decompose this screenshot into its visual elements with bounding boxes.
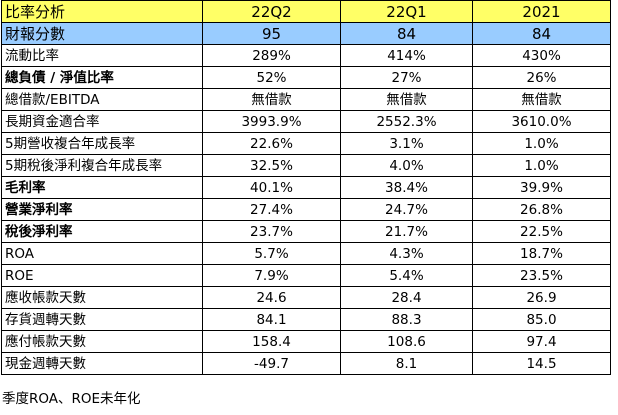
row-label: 營業淨利率 <box>1 198 203 221</box>
table-row: ROE 7.9% 5.4% 23.5% <box>1 264 611 287</box>
row-value: 39.9% <box>472 176 611 199</box>
row-value: 無借款 <box>472 88 611 111</box>
row-value: 108.6 <box>340 330 473 353</box>
row-value: 4.3% <box>340 242 473 265</box>
row-value: 85.0 <box>472 308 611 331</box>
table-row: 5期稅後淨利複合年成長率 32.5% 4.0% 1.0% <box>1 154 611 177</box>
row-value: 23.7% <box>202 220 341 243</box>
row-label: 財報分數 <box>1 22 203 45</box>
row-value: 27% <box>340 66 473 89</box>
header-label: 比率分析 <box>1 0 203 23</box>
row-value: 158.4 <box>202 330 341 353</box>
row-label: 總借款/EBITDA <box>1 88 203 111</box>
table-header-row: 比率分析 22Q2 22Q1 2021 <box>1 0 611 23</box>
header-col-2021: 2021 <box>472 0 611 23</box>
row-label: 應付帳款天數 <box>1 330 203 353</box>
table-row: 營業淨利率 27.4% 24.7% 26.8% <box>1 198 611 221</box>
row-value: 4.0% <box>340 154 473 177</box>
header-col-22q1: 22Q1 <box>340 0 473 23</box>
row-value: 95 <box>202 22 341 45</box>
row-value: 27.4% <box>202 198 341 221</box>
table-row: 毛利率 40.1% 38.4% 39.9% <box>1 176 611 199</box>
row-label: 長期資金適合率 <box>1 110 203 133</box>
row-value: 3.1% <box>340 132 473 155</box>
table-row: 流動比率 289% 414% 430% <box>1 44 611 67</box>
row-label: 現金週轉天數 <box>1 352 203 375</box>
row-label: 總負債 / 淨值比率 <box>1 66 203 89</box>
row-label: 稅後淨利率 <box>1 220 203 243</box>
row-value: 84 <box>472 22 611 45</box>
row-value: 97.4 <box>472 330 611 353</box>
row-value: 5.7% <box>202 242 341 265</box>
row-value: -49.7 <box>202 352 341 375</box>
row-value: 52% <box>202 66 341 89</box>
row-value: 7.9% <box>202 264 341 287</box>
table-row: ROA 5.7% 4.3% 18.7% <box>1 242 611 265</box>
row-value: 28.4 <box>340 286 473 309</box>
row-label: ROA <box>1 242 203 265</box>
row-value: 無借款 <box>202 88 341 111</box>
row-value: 1.0% <box>472 154 611 177</box>
row-value: 84.1 <box>202 308 341 331</box>
row-value: 18.7% <box>472 242 611 265</box>
row-value: 3993.9% <box>202 110 341 133</box>
row-value: 23.5% <box>472 264 611 287</box>
row-value: 26% <box>472 66 611 89</box>
row-value: 21.7% <box>340 220 473 243</box>
row-value: 289% <box>202 44 341 67</box>
row-value: 22.6% <box>202 132 341 155</box>
row-value: 8.1 <box>340 352 473 375</box>
row-label: 5期營收複合年成長率 <box>1 132 203 155</box>
row-value: 3610.0% <box>472 110 611 133</box>
row-value: 38.4% <box>340 176 473 199</box>
row-value: 24.7% <box>340 198 473 221</box>
row-value: 40.1% <box>202 176 341 199</box>
row-label: 存貨週轉天數 <box>1 308 203 331</box>
row-value: 430% <box>472 44 611 67</box>
row-value: 84 <box>340 22 473 45</box>
table-row: 現金週轉天數 -49.7 8.1 14.5 <box>1 352 611 375</box>
row-value: 26.9 <box>472 286 611 309</box>
table-row: 5期營收複合年成長率 22.6% 3.1% 1.0% <box>1 132 611 155</box>
row-value: 22.5% <box>472 220 611 243</box>
row-value: 14.5 <box>472 352 611 375</box>
row-value: 26.8% <box>472 198 611 221</box>
table-row: 稅後淨利率 23.7% 21.7% 22.5% <box>1 220 611 243</box>
row-value: 32.5% <box>202 154 341 177</box>
table-row: 應付帳款天數 158.4 108.6 97.4 <box>1 330 611 353</box>
table-row: 總借款/EBITDA 無借款 無借款 無借款 <box>1 88 611 111</box>
row-value: 無借款 <box>340 88 473 111</box>
row-value: 24.6 <box>202 286 341 309</box>
table-row: 存貨週轉天數 84.1 88.3 85.0 <box>1 308 611 331</box>
table-row: 總負債 / 淨值比率 52% 27% 26% <box>1 66 611 89</box>
row-label: 流動比率 <box>1 44 203 67</box>
row-label: 5期稅後淨利複合年成長率 <box>1 154 203 177</box>
row-value: 88.3 <box>340 308 473 331</box>
header-col-22q2: 22Q2 <box>202 0 341 23</box>
row-value: 2552.3% <box>340 110 473 133</box>
row-value: 414% <box>340 44 473 67</box>
row-label: 應收帳款天數 <box>1 286 203 309</box>
table-row: 財報分數 95 84 84 <box>1 22 611 45</box>
footnote: 季度ROA、ROE未年化 <box>2 391 141 407</box>
table-row: 應收帳款天數 24.6 28.4 26.9 <box>1 286 611 309</box>
table-row: 長期資金適合率 3993.9% 2552.3% 3610.0% <box>1 110 611 133</box>
row-value: 5.4% <box>340 264 473 287</box>
row-label: 毛利率 <box>1 176 203 199</box>
ratio-analysis-table: 比率分析 22Q2 22Q1 2021 財報分數 95 84 84 流動比率 289% 41… <box>1 0 611 375</box>
row-value: 1.0% <box>472 132 611 155</box>
row-label: ROE <box>1 264 203 287</box>
